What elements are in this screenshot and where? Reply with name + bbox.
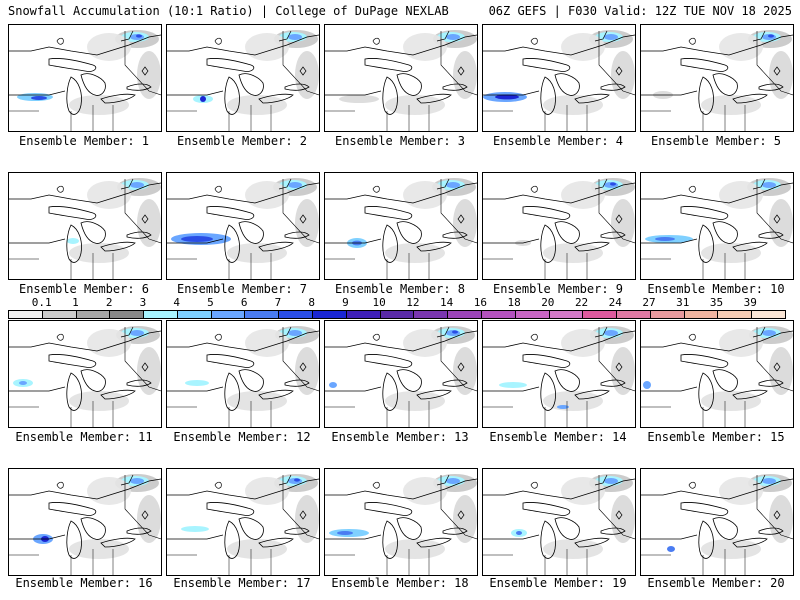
- colorbar-swatch-8: [245, 311, 280, 318]
- ensemble-member-label: Ensemble Member: 16: [15, 576, 153, 590]
- colorbar-label: 5: [207, 296, 214, 309]
- colorbar-swatch-4: [110, 311, 145, 318]
- ensemble-member-label: Ensemble Member: 5: [650, 134, 782, 148]
- ensemble-member-label: Ensemble Member: 18: [331, 576, 469, 590]
- colorbar-swatch-3: [76, 311, 111, 318]
- page-title: Snowfall Accumulation (10:1 Ratio) | Col…: [8, 4, 449, 18]
- ensemble-member-6-map: [8, 172, 162, 280]
- ensemble-member-15-map: [640, 320, 794, 428]
- colorbar-swatch-7: [211, 311, 246, 318]
- ensemble-member-12-map: [166, 320, 320, 428]
- ensemble-member-label: Ensemble Member: 6: [18, 282, 150, 296]
- ensemble-member-label: Ensemble Member: 4: [492, 134, 624, 148]
- ensemble-member-14-map: [482, 320, 636, 428]
- colorbar-swatch-6: [177, 311, 212, 318]
- colorbar-label: 22: [574, 296, 589, 309]
- colorbar-label: 4: [173, 296, 180, 309]
- ensemble-member-label: Ensemble Member: 8: [334, 282, 466, 296]
- run-info: 06Z GEFS | F030 Valid: 12Z TUE NOV 18 20…: [488, 4, 792, 18]
- ensemble-member-label: Ensemble Member: 11: [15, 430, 153, 444]
- ensemble-member-label: Ensemble Member: 19: [489, 576, 627, 590]
- colorbar-label: 18: [507, 296, 521, 309]
- colorbar-label: 14: [439, 296, 454, 309]
- colorbar-swatch-12: [380, 311, 415, 318]
- colorbar-swatch-21: [684, 311, 719, 318]
- ensemble-member-20-map: [640, 468, 794, 576]
- ensemble-member-label: Ensemble Member: 7: [176, 282, 308, 296]
- ensemble-member-label: Ensemble Member: 14: [489, 430, 627, 444]
- colorbar-label: 39: [743, 296, 757, 309]
- ensemble-member-label: Ensemble Member: 20: [647, 576, 785, 590]
- ensemble-member-label: Ensemble Member: 13: [331, 430, 469, 444]
- colorbar-label: 27: [642, 296, 656, 309]
- colorbar-swatch-14: [448, 311, 482, 318]
- ensemble-member-label: Ensemble Member: 2: [176, 134, 308, 148]
- colorbar-label: 24: [608, 296, 622, 309]
- colorbar-label: 2: [105, 296, 113, 309]
- colorbar-swatch-2: [42, 311, 77, 318]
- ensemble-member-9-map: [482, 172, 636, 280]
- ensemble-member-5-map: [640, 24, 794, 132]
- colorbar-swatch-23: [752, 311, 785, 318]
- colorbar-label: 6: [240, 296, 248, 309]
- colorbar-swatch-15: [481, 311, 516, 318]
- ensemble-member-11-map: [8, 320, 162, 428]
- colorbar-label: 35: [709, 296, 724, 309]
- colorbar-label: 7: [274, 296, 282, 309]
- colorbar-swatch-5: [144, 311, 178, 318]
- colorbar-label: 10: [372, 296, 386, 309]
- ensemble-member-2-map: [166, 24, 320, 132]
- colorbar-label: 3: [139, 296, 147, 309]
- ensemble-member-1-map: [8, 24, 162, 132]
- colorbar-swatch-22: [718, 311, 753, 318]
- colorbar-label: 9: [342, 296, 349, 309]
- ensemble-member-17-map: [166, 468, 320, 576]
- colorbar-swatch-10: [313, 311, 347, 318]
- ensemble-member-3-map: [324, 24, 478, 132]
- colorbar-label: 20: [541, 296, 555, 309]
- colorbar-label: 31: [676, 296, 690, 309]
- ensemble-member-19-map: [482, 468, 636, 576]
- colorbar-label: 12: [406, 296, 420, 309]
- colorbar-swatch-1: [9, 311, 43, 318]
- colorbar-swatch-19: [617, 311, 651, 318]
- ensemble-member-label: Ensemble Member: 9: [492, 282, 624, 296]
- ensemble-member-label: Ensemble Member: 10: [647, 282, 785, 296]
- colorbar-swatch-20: [650, 311, 685, 318]
- colorbar-swatch-11: [346, 311, 381, 318]
- colorbar-swatch-17: [549, 311, 584, 318]
- colorbar-label: 16: [473, 296, 487, 309]
- colorbar: [8, 310, 786, 319]
- colorbar-swatch-18: [583, 311, 618, 318]
- ensemble-member-7-map: [166, 172, 320, 280]
- ensemble-member-10-map: [640, 172, 794, 280]
- ensemble-member-label: Ensemble Member: 3: [334, 134, 466, 148]
- ensemble-member-18-map: [324, 468, 478, 576]
- colorbar-label: 0.1: [31, 296, 52, 309]
- colorbar-labels: 0.1 1 2 3 4 5 6 7 8 9 10 12 14 16 18 20 22 24 27 31 35 39: [8, 296, 784, 310]
- colorbar-label: 1: [72, 296, 79, 309]
- colorbar-swatch-9: [279, 311, 314, 318]
- ensemble-member-label: Ensemble Member: 17: [173, 576, 311, 590]
- ensemble-member-label: Ensemble Member: 1: [18, 134, 150, 148]
- ensemble-member-label: Ensemble Member: 15: [647, 430, 785, 444]
- ensemble-member-8-map: [324, 172, 478, 280]
- ensemble-member-4-map: [482, 24, 636, 132]
- ensemble-member-label: Ensemble Member: 12: [173, 430, 311, 444]
- colorbar-label: 8: [308, 296, 315, 309]
- ensemble-member-16-map: [8, 468, 162, 576]
- colorbar-swatch-16: [515, 311, 550, 318]
- ensemble-member-13-map: [324, 320, 478, 428]
- colorbar-swatch-13: [414, 311, 449, 318]
